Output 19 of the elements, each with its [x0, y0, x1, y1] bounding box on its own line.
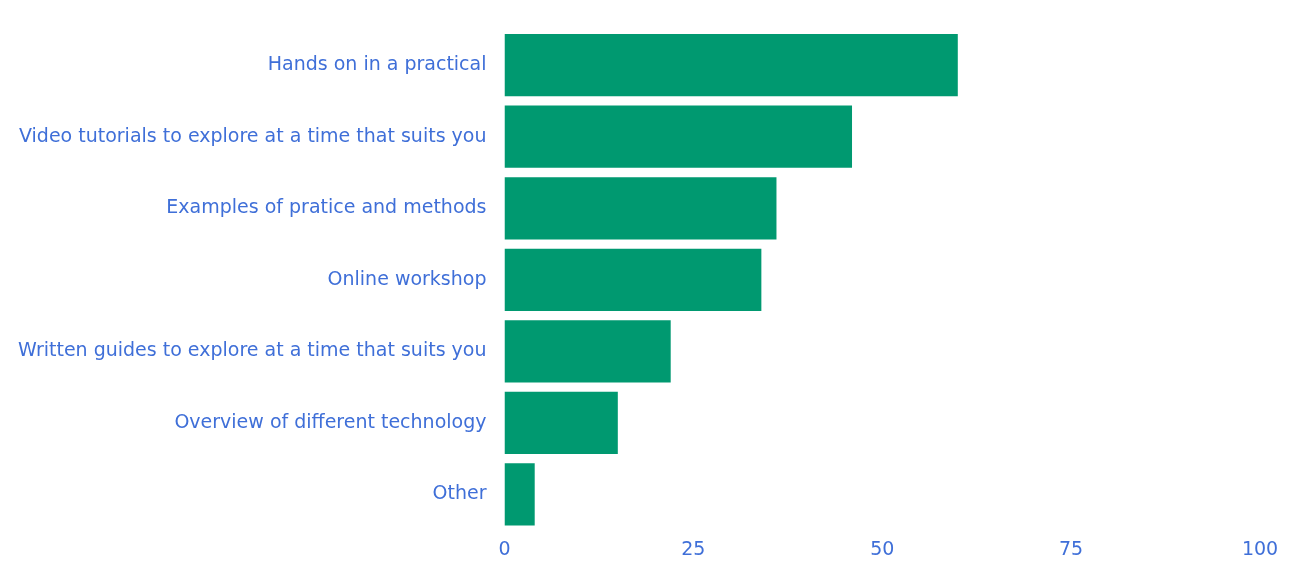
bar	[504, 463, 535, 526]
y-tick-label: Video tutorials to explore at a time that suits you	[18, 123, 487, 146]
x-tick-label: 0	[498, 536, 511, 559]
y-tick-label: Other	[432, 481, 487, 504]
x-tick-label: 100	[1241, 536, 1279, 559]
bar	[504, 105, 853, 168]
x-tick-label: 75	[1059, 536, 1084, 559]
bar	[504, 34, 958, 97]
y-tick-label: Overview of different technology	[174, 409, 487, 432]
bar	[504, 177, 777, 240]
bar	[504, 391, 618, 455]
x-tick-label: 50	[870, 536, 895, 559]
x-tick-label: 25	[681, 536, 706, 559]
y-tick-label: Written guides to explore at a time that suits you	[17, 338, 487, 361]
y-tick-label: Online workshop	[327, 266, 487, 289]
bar	[504, 248, 762, 311]
bar	[504, 320, 671, 383]
y-tick-label: Hands on in a practical	[267, 52, 487, 75]
y-tick-label: Examples of pratice and methods	[166, 195, 487, 218]
